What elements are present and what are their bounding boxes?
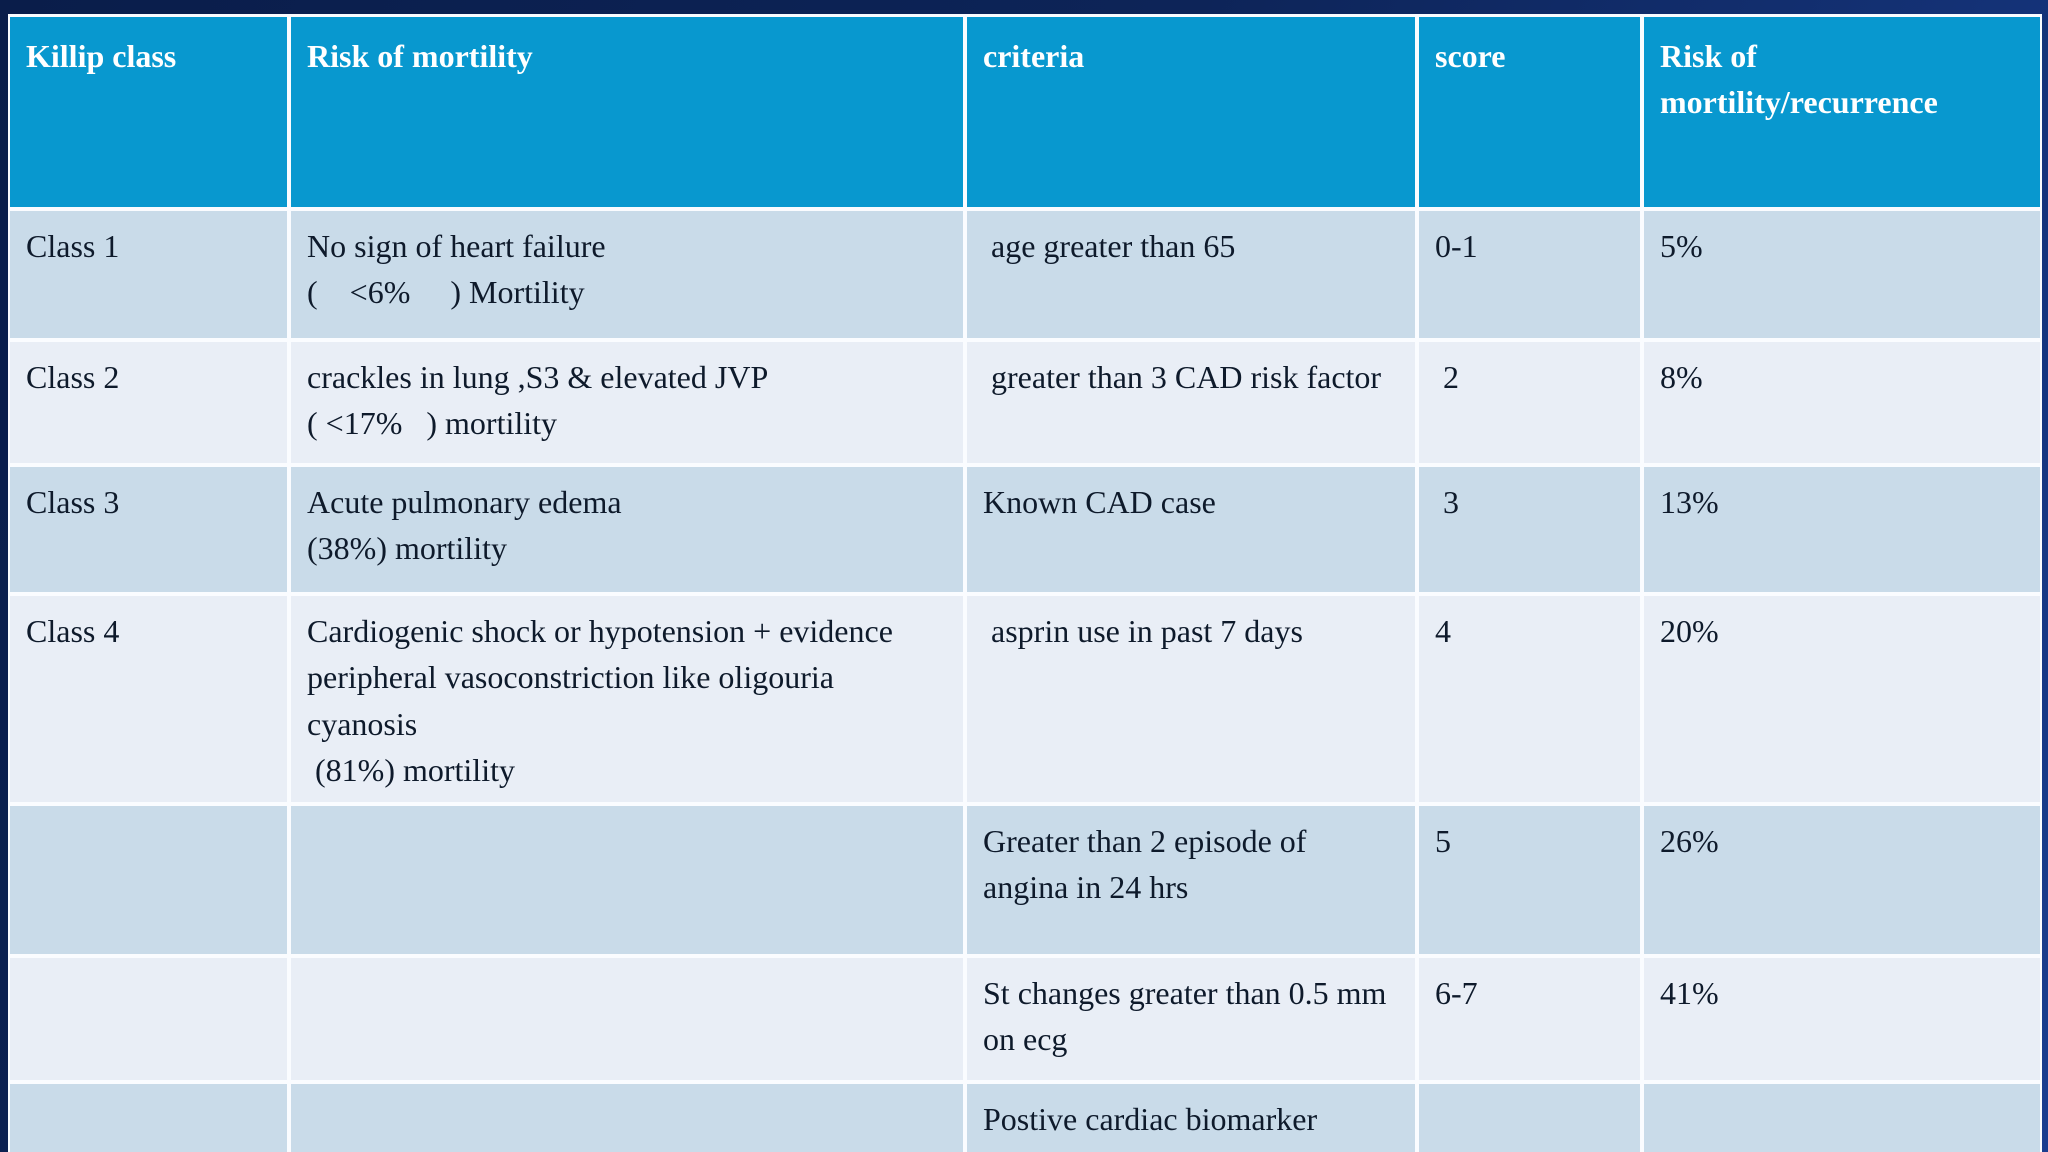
table-cell [10, 1084, 287, 1152]
table-cell: Class 3 [10, 467, 287, 592]
table-cell: 26% [1644, 806, 2040, 954]
table-cell [291, 806, 963, 954]
table-cell [10, 806, 287, 954]
table-cell [1644, 1084, 2040, 1152]
table-cell: greater than 3 CAD risk factor [967, 342, 1415, 463]
table-cell: Known CAD case [967, 467, 1415, 592]
table-cell: 41% [1644, 958, 2040, 1080]
table-cell: 20% [1644, 596, 2040, 802]
header-score: score [1419, 17, 1640, 207]
table-cell: crackles in lung ,S3 & elevated JVP ( <1… [291, 342, 963, 463]
table-cell: Cardiogenic shock or hypotension + evide… [291, 596, 963, 802]
table-cell: Class 1 [10, 211, 287, 338]
table-cell: 5% [1644, 211, 2040, 338]
table-cell [291, 1084, 963, 1152]
table-cell: Class 2 [10, 342, 287, 463]
killip-timi-table: Killip class Risk of mortility criteria … [8, 14, 2042, 1152]
table-cell: 13% [1644, 467, 2040, 592]
table-cell: Acute pulmonary edema (38%) mortility [291, 467, 963, 592]
table-cell: St changes greater than 0.5 mm on ecg [967, 958, 1415, 1080]
table-cell [1419, 1084, 1640, 1152]
table-cell [10, 958, 287, 1080]
table-cell: 3 [1419, 467, 1640, 592]
table-grid: Killip class Risk of mortility criteria … [10, 17, 2040, 1152]
table-cell: age greater than 65 [967, 211, 1415, 338]
header-criteria: criteria [967, 17, 1415, 207]
table-cell: 6-7 [1419, 958, 1640, 1080]
table-cell: 0-1 [1419, 211, 1640, 338]
table-cell: Class 4 [10, 596, 287, 802]
table-cell: 5 [1419, 806, 1640, 954]
table-cell: 2 [1419, 342, 1640, 463]
table-cell: Greater than 2 episode of angina in 24 h… [967, 806, 1415, 954]
table-cell: asprin use in past 7 days [967, 596, 1415, 802]
header-risk-of-mortility-recurrence: Risk of mortility/recurrence [1644, 17, 2040, 207]
table-cell: Postive cardiac biomarker [967, 1084, 1415, 1152]
table-cell [291, 958, 963, 1080]
header-killip-class: Killip class [10, 17, 287, 207]
table-cell: No sign of heart failure ( <6% ) Mortili… [291, 211, 963, 338]
header-risk-of-mortility: Risk of mortility [291, 17, 963, 207]
table-cell: 4 [1419, 596, 1640, 802]
table-cell: 8% [1644, 342, 2040, 463]
